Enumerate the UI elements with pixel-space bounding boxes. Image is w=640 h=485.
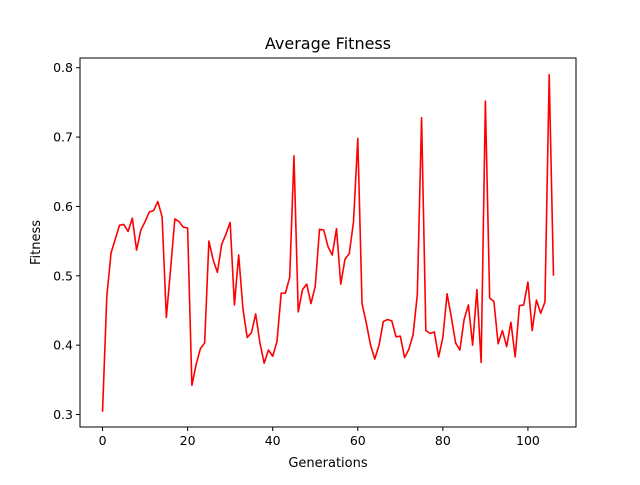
x-tick-label: 40	[265, 433, 281, 448]
x-tick-label: 60	[350, 433, 366, 448]
y-tick-label: 0.6	[53, 199, 73, 214]
x-tick-label: 20	[180, 433, 196, 448]
x-axis-ticks: 0 20 40 60 80 100	[99, 427, 540, 448]
axes-frame	[79, 57, 577, 428]
series-layer	[101, 73, 555, 412]
plot-background	[80, 58, 576, 427]
chart-title: Average Fitness	[265, 34, 391, 53]
y-tick-label: 0.3	[53, 407, 73, 422]
y-tick-label: 0.7	[53, 130, 73, 145]
y-axis-ticks: 0.3 0.4 0.5 0.6 0.7 0.8	[53, 60, 80, 422]
y-tick-label: 0.5	[53, 268, 73, 283]
y-axis-label: Fitness	[29, 220, 44, 265]
y-tick-label: 0.4	[53, 338, 73, 353]
y-tick-label: 0.8	[53, 60, 73, 75]
plot-area	[79, 57, 577, 428]
series-line	[101, 73, 555, 412]
x-tick-label: 100	[516, 433, 540, 448]
x-tick-label: 0	[99, 433, 107, 448]
x-axis-label: Generations	[288, 456, 368, 471]
x-tick-label: 80	[435, 433, 451, 448]
